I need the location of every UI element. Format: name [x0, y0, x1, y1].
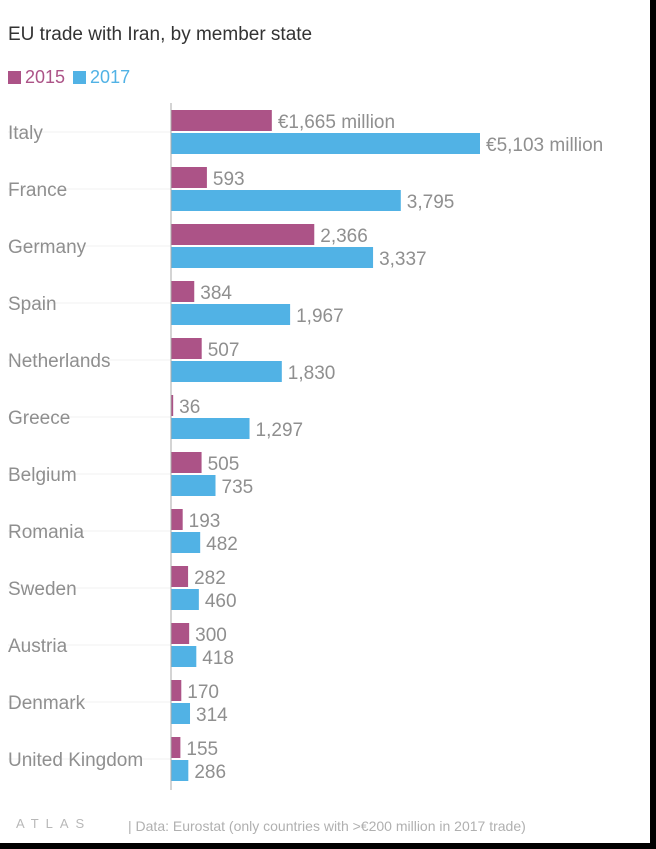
bar-2015	[171, 395, 174, 416]
data-label-2017: 482	[206, 534, 238, 555]
legend-label-2015: 2015	[25, 67, 66, 87]
data-label-2017: 3,337	[379, 249, 427, 270]
data-label-2015: 282	[194, 568, 226, 589]
data-label-2015: 2,366	[320, 226, 368, 247]
legend-swatch-2017	[73, 71, 87, 84]
category-label: Sweden	[8, 579, 77, 600]
data-label-2017: 3,795	[407, 192, 455, 213]
category-label: Netherlands	[8, 351, 110, 372]
bar-2017	[171, 190, 401, 211]
bar-2015	[171, 623, 190, 644]
data-label-2015: 170	[187, 682, 219, 703]
bar-2017	[171, 760, 189, 781]
legend-swatch-2015	[8, 71, 21, 84]
bar-2017	[171, 133, 480, 154]
data-label-2017: 286	[194, 762, 226, 783]
category-label: Italy	[8, 123, 43, 144]
data-label-2015: 593	[213, 169, 245, 190]
legend-label-2017: 2017	[90, 67, 131, 87]
data-label-2015: €1,665 million	[278, 112, 395, 133]
data-label-2017: 314	[196, 705, 228, 726]
data-label-2015: 36	[179, 397, 200, 418]
bar-2017	[171, 703, 191, 724]
category-label: France	[8, 180, 67, 201]
bar-2015	[171, 167, 207, 188]
bar-2017	[171, 418, 250, 439]
bar-2017	[171, 361, 282, 382]
data-label-2017: 418	[202, 648, 234, 669]
chart-title: EU trade with Iran, by member state	[8, 24, 313, 45]
category-label: Romania	[8, 522, 84, 543]
legend: 2015 2017	[8, 67, 138, 88]
data-label-2015: 155	[186, 739, 218, 760]
legend-item-2017: 2017	[73, 67, 130, 88]
bar-2015	[171, 566, 189, 587]
legend-item-2015: 2015	[8, 67, 65, 88]
source-note: | Data: Eurostat (only countries with >€…	[128, 818, 526, 834]
category-label: Spain	[8, 294, 57, 315]
category-label: Denmark	[8, 693, 86, 714]
bar-2017	[171, 475, 216, 496]
bar-2017	[171, 532, 201, 553]
bar-2015	[171, 509, 183, 530]
bar-2017	[171, 589, 199, 610]
category-label: Greece	[8, 408, 70, 429]
bar-2015	[171, 338, 202, 359]
data-label-2017: €5,103 million	[486, 135, 603, 156]
data-label-2015: 193	[189, 511, 221, 532]
bar-2017	[171, 247, 374, 268]
data-label-2017: 1,830	[288, 363, 336, 384]
category-label: Belgium	[8, 465, 77, 486]
bar-2015	[171, 680, 182, 701]
data-label-2017: 1,967	[296, 306, 344, 327]
bar-2015	[171, 110, 272, 131]
bar-2017	[171, 304, 291, 325]
atlas-logo: ATLAS	[16, 816, 92, 831]
bar-2017	[171, 646, 197, 667]
bar-2015	[171, 452, 202, 473]
data-label-2017: 1,297	[256, 420, 304, 441]
data-label-2015: 384	[200, 283, 232, 304]
data-label-2015: 505	[208, 454, 240, 475]
bar-2015	[171, 737, 181, 758]
data-label-2015: 300	[195, 625, 227, 646]
data-label-2017: 460	[205, 591, 237, 612]
bar-chart: Italy €1,665 million €5,103 million France 5…	[8, 103, 603, 790]
category-label: Austria	[8, 636, 68, 657]
bar-2015	[171, 281, 195, 302]
bar-2015	[171, 224, 315, 245]
data-label-2015: 507	[208, 340, 240, 361]
category-label: United Kingdom	[8, 750, 143, 771]
data-label-2017: 735	[222, 477, 254, 498]
category-label: Germany	[8, 237, 87, 258]
